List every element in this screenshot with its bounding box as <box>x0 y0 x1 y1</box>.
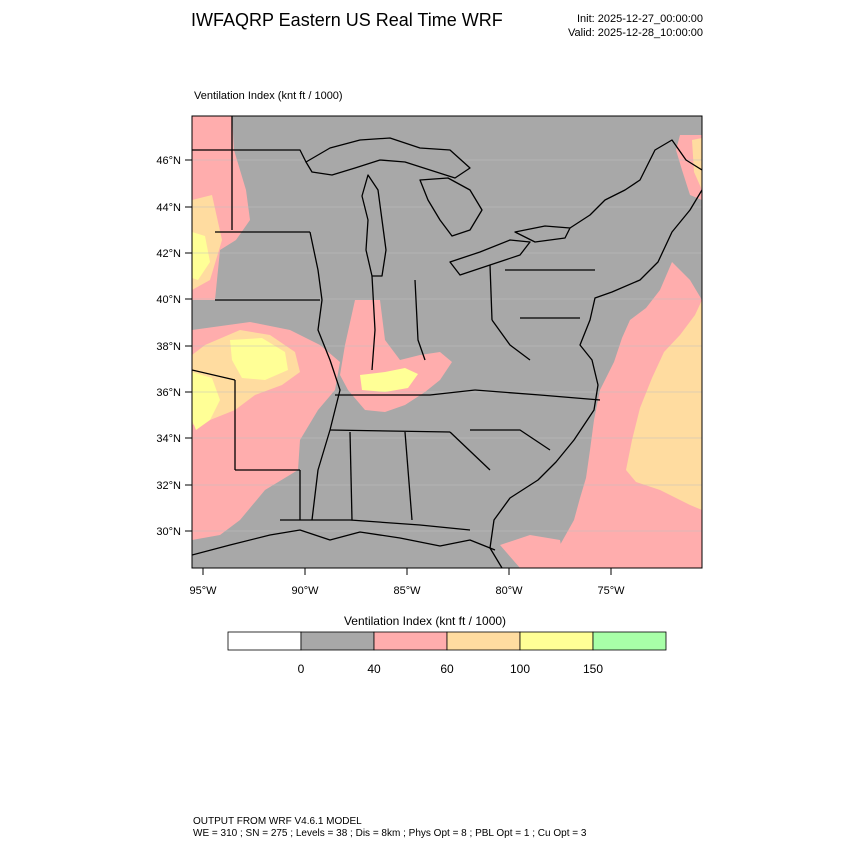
canada-border-east <box>569 139 702 229</box>
init-time: Init: 2025-12-27_00:00:00 <box>577 13 703 25</box>
latitude-labels: 46°N 44°N 42°N 40°N 38°N 36°N 34°N 32°N … <box>156 155 181 538</box>
legend-swatch <box>446 631 521 651</box>
lake-ontario-shore <box>514 225 571 243</box>
lat-label: 40°N <box>156 294 181 306</box>
map-plot-area <box>192 116 702 568</box>
legend-swatch <box>227 631 302 651</box>
lat-label: 42°N <box>156 248 181 260</box>
lat-label: 34°N <box>156 433 181 445</box>
ventilation-100-150-regions <box>192 232 418 430</box>
legend-swatch <box>300 631 375 651</box>
legend-colorbar <box>227 631 667 651</box>
canada-border <box>192 149 307 163</box>
legend-tick-label: 60 <box>440 662 454 676</box>
model-info-line2: WE = 310 ; SN = 275 ; Levels = 38 ; Dis … <box>193 828 587 839</box>
region-ne-peach <box>692 138 702 190</box>
lon-label: 90°W <box>291 585 319 597</box>
state-line-va-wv <box>491 319 531 361</box>
lat-label: 46°N <box>156 155 181 167</box>
legend-swatch <box>373 631 448 651</box>
lake-superior-shore <box>305 137 471 179</box>
state-line-mississippi-river <box>309 231 341 521</box>
lake-huron-shore <box>419 177 483 237</box>
state-line-tn-va-nc <box>474 389 601 401</box>
region-atlantic-peach <box>626 300 702 510</box>
state-line-oh-pa <box>489 264 493 321</box>
region-west-yellow-north <box>192 232 210 280</box>
region-texas-yellow <box>192 372 220 430</box>
lon-label: 95°W <box>189 585 217 597</box>
model-info-line1: OUTPUT FROM WRF V4.6.1 MODEL <box>193 816 362 827</box>
lat-label: 30°N <box>156 526 181 538</box>
legend-tick-label: 40 <box>367 662 381 676</box>
state-boundaries <box>192 116 702 568</box>
state-line-nc-sc <box>470 429 551 451</box>
legend-tick-label: 150 <box>582 662 604 676</box>
legend-title: Ventilation Index (knt ft / 1000) <box>343 614 507 628</box>
gulf-coastline <box>192 529 496 556</box>
field-label: Ventilation Index (knt ft / 1000) <box>194 90 343 102</box>
state-line-al-ga <box>404 431 413 521</box>
legend-swatch <box>592 631 667 651</box>
region-ozarks-yellow <box>230 338 288 380</box>
legend-tick-label: 0 <box>297 662 305 676</box>
plot-title: IWFAQRP Eastern US Real Time WRF <box>191 10 503 30</box>
state-line-ms-al <box>349 431 353 521</box>
legend-swatch <box>519 631 594 651</box>
atlantic-coastline <box>489 189 702 568</box>
state-line-gulf-north <box>280 519 471 531</box>
lat-label: 38°N <box>156 341 181 353</box>
ventilation-40-60-regions <box>192 116 702 568</box>
longitude-ticks <box>202 568 612 575</box>
lon-label: 80°W <box>495 585 523 597</box>
state-line-tn-south <box>329 429 451 433</box>
lat-label: 32°N <box>156 480 181 492</box>
region-florida-gulf <box>500 535 565 568</box>
state-line-il-in <box>371 275 376 371</box>
lake-erie-shore <box>449 239 531 276</box>
lon-label: 75°W <box>597 585 625 597</box>
region-kentucky-yellow <box>360 368 418 392</box>
region-atlantic-offshore <box>545 262 702 568</box>
state-line-in-oh <box>414 279 426 361</box>
state-line-ky-tn <box>335 389 476 396</box>
lat-label: 36°N <box>156 387 181 399</box>
lake-michigan-shore <box>361 174 387 277</box>
state-line-ok-ar <box>192 369 236 381</box>
latitude-ticks <box>185 159 192 532</box>
map-frame <box>191 115 703 569</box>
longitude-labels: 95°W 90°W 85°W 80°W 75°W <box>189 585 625 597</box>
legend-tick-label: 100 <box>509 662 531 676</box>
valid-time: Valid: 2025-12-28_10:00:00 <box>568 27 703 39</box>
state-line-ga-sc <box>449 431 491 471</box>
lat-label: 44°N <box>156 202 181 214</box>
lon-label: 85°W <box>393 585 421 597</box>
